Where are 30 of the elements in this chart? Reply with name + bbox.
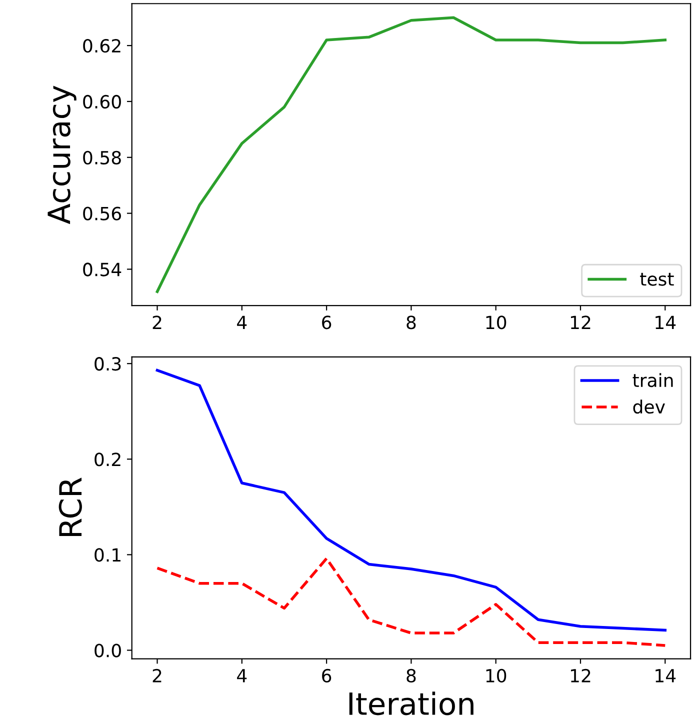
- x-tick-label: 10: [486, 668, 506, 683]
- x-tick-label: 14: [656, 316, 676, 330]
- x-tick-label: 12: [570, 668, 590, 682]
- legend-label: test: [640, 272, 674, 286]
- y-tick-label: 0.60: [83, 94, 121, 109]
- x-tick-label: 6: [322, 668, 332, 683]
- x-tick-label: 6: [322, 316, 332, 330]
- y-axis-title: Accuracy: [48, 86, 76, 224]
- y-tick-label: 0.58: [83, 150, 121, 165]
- x-tick-label: 14: [656, 669, 676, 682]
- x-tick-label: 2: [152, 668, 162, 682]
- y-tick-label: 0.1: [94, 548, 120, 562]
- y-tick-label: 0.2: [94, 452, 120, 466]
- y-tick-label: 0.0: [94, 644, 121, 658]
- y-tick-label: 0.54: [83, 262, 122, 276]
- legend-label: train: [632, 373, 673, 388]
- x-tick-label: 8: [406, 668, 416, 683]
- x-tick-label: 4: [237, 316, 247, 330]
- line-series: [156, 557, 667, 647]
- x-tick-label: 10: [486, 316, 506, 330]
- x-tick-label: 8: [406, 316, 416, 330]
- x-axis-title: Iteration: [349, 692, 474, 716]
- y-tick-label: 0.62: [83, 39, 120, 53]
- x-tick-label: 12: [570, 316, 590, 330]
- x-tick-label: 4: [237, 669, 247, 682]
- y-axis-title: RCR: [58, 478, 82, 536]
- y-tick-label: 0.56: [83, 206, 121, 220]
- legend-label: dev: [633, 400, 665, 414]
- y-tick-label: 0.3: [94, 357, 121, 371]
- x-tick-label: 2: [152, 316, 162, 330]
